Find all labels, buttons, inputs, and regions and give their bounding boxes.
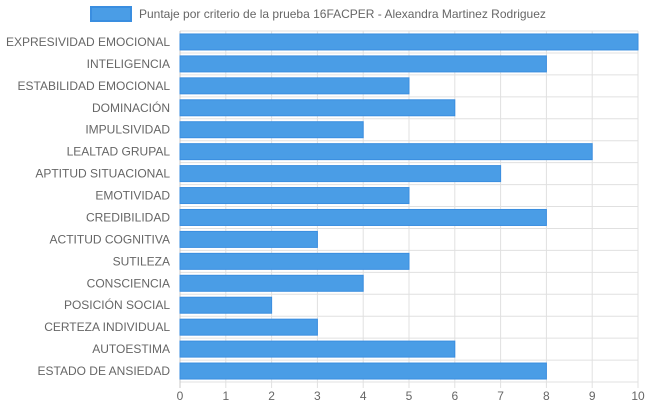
bar[interactable] [179,33,639,51]
bars [179,33,639,380]
y-tick-label: POSICIÓN SOCIAL [64,297,170,312]
y-tick-label: APTITUD SITUACIONAL [35,167,170,181]
bar[interactable] [179,340,456,358]
y-tick-label: SUTILEZA [113,254,170,268]
y-tick-label: CONSCIENCIA [87,276,170,290]
bar[interactable] [179,55,547,73]
legend-label: Puntaje por criterio de la prueba 16FACP… [139,7,546,21]
y-tick-label: ESTADO DE ANSIEDAD [38,364,171,378]
x-tick-label: 1 [222,389,229,403]
bar[interactable] [179,143,593,161]
x-tick-label: 9 [589,389,596,403]
y-tick-label: CREDIBILIDAD [86,210,170,224]
bar[interactable] [179,187,410,205]
x-tick-label: 0 [177,389,184,403]
y-tick-label: ESTABILIDAD EMOCIONAL [18,79,171,93]
y-tick-label: IMPULSIVIDAD [85,123,170,137]
x-tick-label: 4 [360,389,367,403]
y-tick-label: EMOTIVIDAD [95,189,170,203]
bar[interactable] [179,230,318,248]
x-tick-label: 6 [451,389,458,403]
y-tick-label: ACTITUD COGNITIVA [50,232,170,246]
legend-swatch [90,6,132,22]
y-tick-label: AUTOESTIMA [92,342,170,356]
bar[interactable] [179,296,273,314]
y-tick-label: INTELIGENCIA [87,57,170,71]
bar[interactable] [179,362,547,380]
x-axis-labels: 0 1 2 3 4 5 6 7 8 9 10 [177,389,645,403]
bar[interactable] [179,318,318,336]
legend[interactable]: Puntaje por criterio de la prueba 16FACP… [90,6,546,22]
bar[interactable] [179,99,456,117]
bar[interactable] [179,121,364,139]
bar[interactable] [179,77,410,95]
y-axis-labels: EXPRESIVIDAD EMOCIONAL INTELIGENCIA ESTABI… [6,35,170,378]
bar[interactable] [179,208,547,226]
bar[interactable] [179,252,410,270]
x-tick-label: 2 [268,389,275,403]
bar[interactable] [179,165,502,183]
x-tick-label: 8 [543,389,550,403]
x-tick-label: 3 [314,389,321,403]
y-tick-label: LEALTAD GRUPAL [67,145,171,159]
x-tick-label: 7 [497,389,504,403]
bar[interactable] [179,274,364,292]
x-tick-label: 5 [406,389,413,403]
y-tick-label: DOMINACIÓN [92,100,170,115]
y-tick-label: CERTEZA INDIVIDUAL [44,320,170,334]
y-tick-label: EXPRESIVIDAD EMOCIONAL [6,35,170,49]
x-tick-label: 10 [631,389,645,403]
